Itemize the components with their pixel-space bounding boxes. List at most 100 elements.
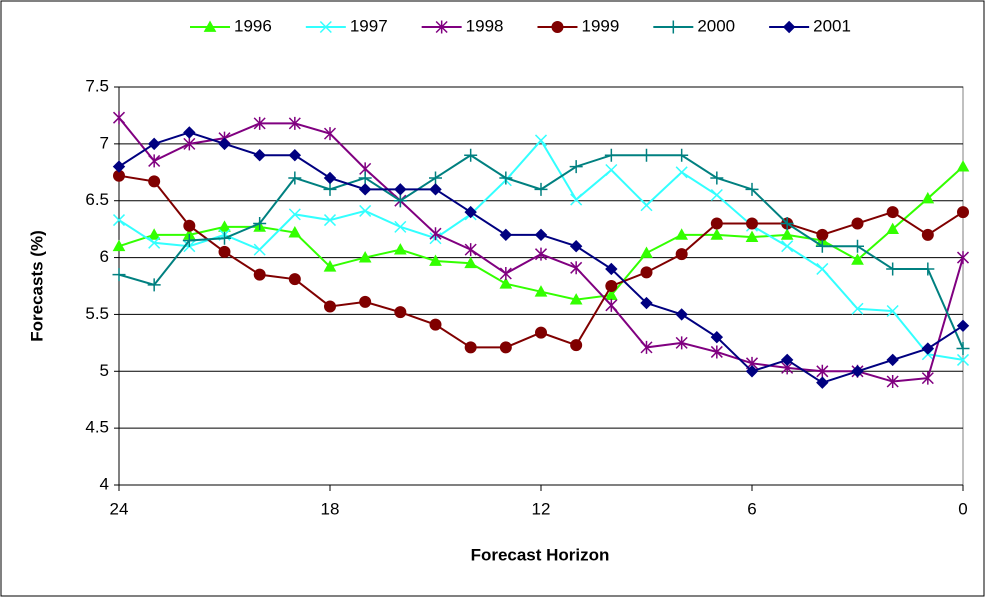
legend-label: 1998 [466, 16, 504, 35]
marker [147, 137, 161, 151]
marker [218, 220, 231, 232]
marker [710, 228, 724, 240]
legend-label: 2000 [697, 16, 735, 35]
x-axis-label: Forecast Horizon [471, 545, 610, 564]
marker [288, 171, 302, 185]
marker [957, 206, 969, 219]
marker [605, 163, 618, 177]
marker [675, 148, 689, 162]
marker [956, 251, 970, 265]
marker [288, 226, 302, 238]
marker [183, 137, 196, 151]
marker [710, 171, 724, 185]
marker [956, 353, 970, 366]
marker [183, 126, 196, 139]
marker [394, 183, 407, 196]
marker [253, 243, 266, 256]
marker [886, 353, 899, 367]
x-tick-label: 18 [321, 499, 340, 518]
marker [429, 227, 442, 241]
marker [499, 277, 513, 289]
marker [499, 171, 513, 185]
marker [886, 206, 899, 219]
legend-label: 1996 [234, 16, 272, 35]
marker [464, 205, 477, 219]
marker [183, 219, 196, 232]
marker [640, 296, 653, 310]
marker [675, 308, 688, 321]
marker [429, 171, 442, 185]
marker [569, 239, 583, 253]
marker [394, 220, 407, 233]
marker [218, 231, 231, 245]
marker [746, 217, 758, 230]
marker [499, 228, 513, 242]
marker [675, 248, 688, 261]
marker [323, 260, 337, 272]
y-tick-label: 4 [100, 474, 109, 493]
marker [148, 154, 161, 168]
y-tick-label: 7.5 [85, 76, 109, 95]
y-tick-label: 4.5 [85, 418, 109, 437]
marker [710, 330, 724, 344]
marker [358, 183, 372, 196]
x-tick-label: 6 [747, 499, 756, 518]
marker [956, 160, 970, 172]
marker [710, 345, 723, 359]
marker [921, 262, 935, 276]
marker [780, 353, 794, 367]
marker [435, 20, 448, 34]
y-tick-label: 5.5 [85, 304, 109, 323]
legend-label: 1997 [350, 16, 388, 35]
y-tick-label: 7 [100, 133, 109, 152]
x-tick-label: 24 [110, 499, 129, 518]
marker [921, 371, 934, 385]
marker [324, 300, 336, 313]
marker [640, 340, 653, 354]
marker [816, 262, 829, 275]
marker [816, 228, 829, 241]
marker [921, 228, 934, 241]
marker [323, 171, 337, 185]
marker [359, 295, 372, 308]
marker [112, 239, 126, 252]
marker [534, 285, 548, 297]
marker [605, 262, 618, 276]
marker [569, 293, 583, 305]
marker [570, 193, 583, 206]
marker [851, 302, 864, 315]
marker [640, 246, 653, 258]
marker [675, 336, 688, 350]
marker [358, 171, 372, 185]
marker [640, 148, 653, 162]
marker [203, 20, 217, 32]
marker [570, 261, 583, 275]
marker [921, 191, 935, 204]
marker [182, 234, 196, 248]
marker [218, 245, 231, 258]
marker [886, 304, 899, 318]
marker [534, 228, 548, 242]
marker [112, 111, 126, 125]
marker [886, 375, 899, 389]
marker [464, 341, 477, 354]
marker [782, 20, 796, 34]
marker [851, 239, 864, 253]
marker [604, 148, 618, 162]
marker [499, 266, 512, 280]
y-axis-label: Forecasts (%) [27, 230, 46, 341]
marker [710, 188, 723, 202]
marker [851, 365, 864, 378]
marker [148, 236, 161, 249]
marker [640, 199, 653, 212]
marker [499, 341, 512, 354]
marker [921, 342, 935, 355]
marker [535, 326, 547, 339]
marker [956, 319, 970, 333]
marker [816, 364, 829, 378]
marker [394, 306, 407, 319]
marker [323, 182, 337, 196]
marker [112, 268, 126, 282]
marker [288, 149, 302, 162]
